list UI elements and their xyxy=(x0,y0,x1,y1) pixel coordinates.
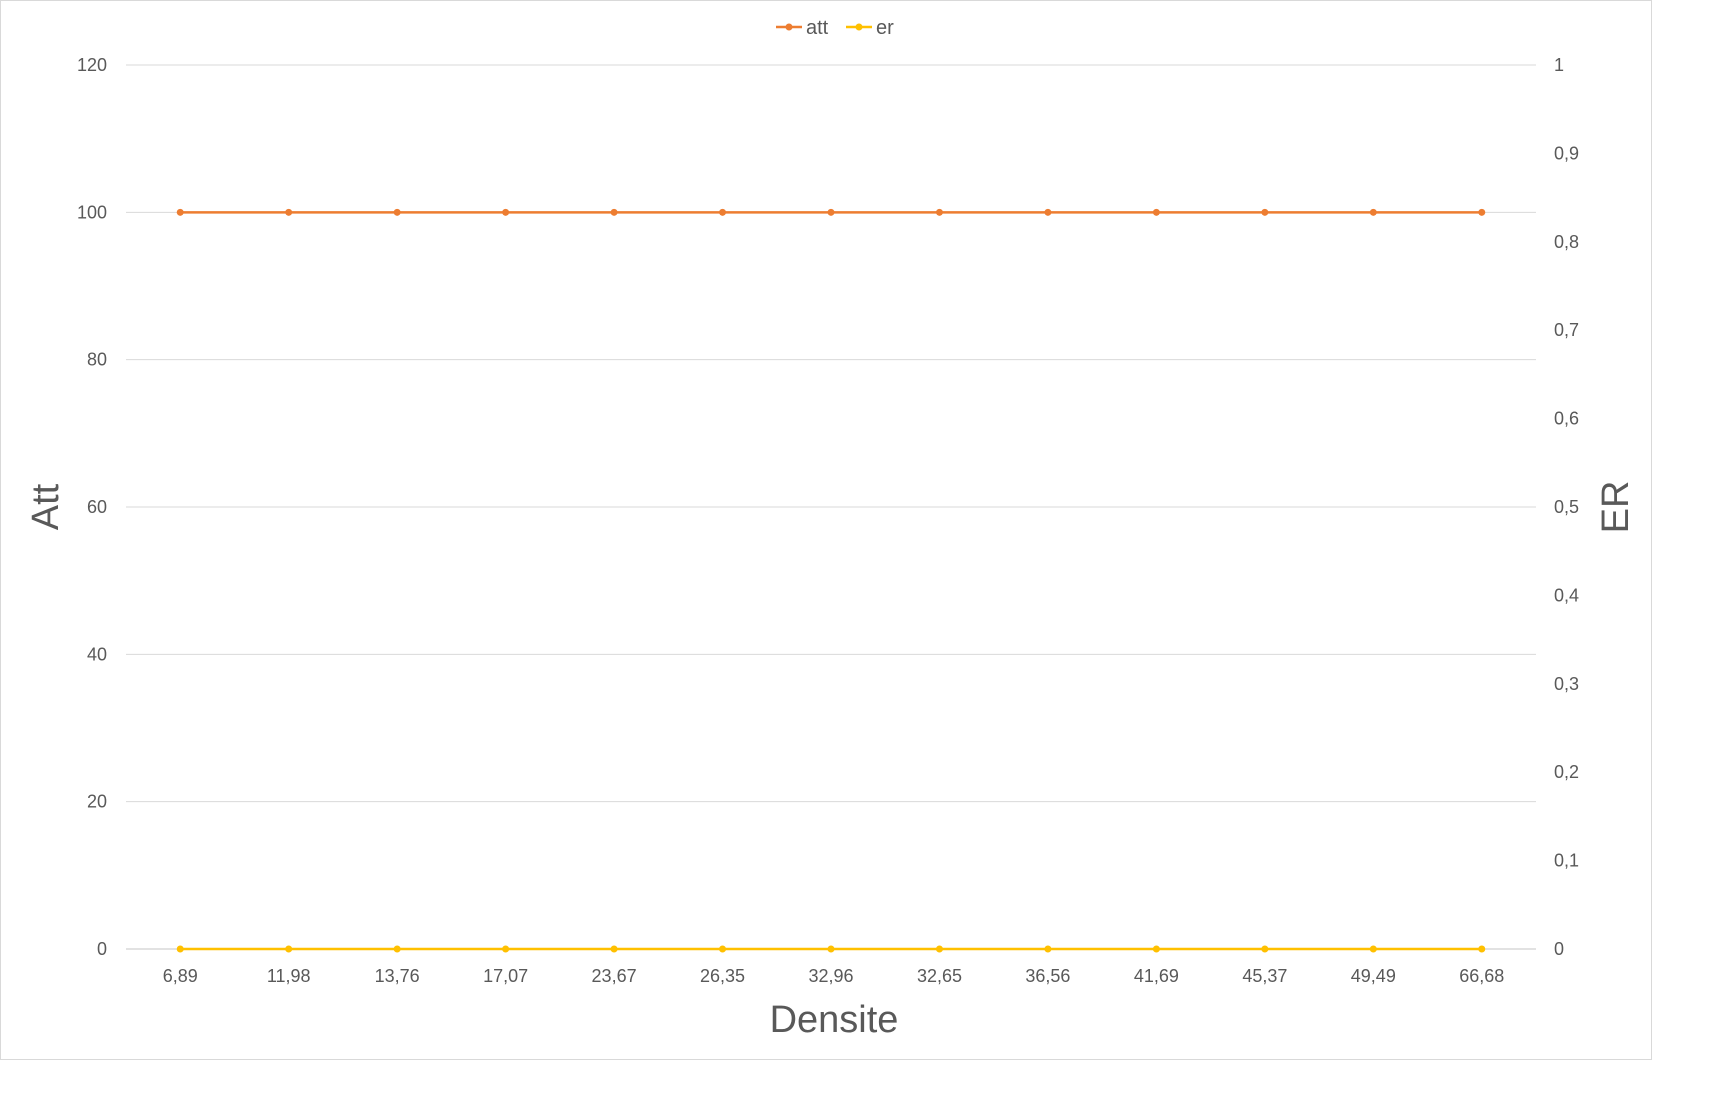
data-point-er xyxy=(935,945,943,953)
data-point-att xyxy=(1152,208,1160,216)
data-point-att xyxy=(502,208,510,216)
series-layer xyxy=(176,208,1486,953)
data-point-er xyxy=(827,945,835,953)
data-point-er xyxy=(1152,945,1160,953)
x-tick-label: 13,76 xyxy=(375,966,420,986)
x-tick-label: 41,69 xyxy=(1134,966,1179,986)
y-tick-label: 40 xyxy=(87,644,107,664)
data-point-er xyxy=(1369,945,1377,953)
y-tick-label: 0 xyxy=(97,939,107,959)
y2-axis-ticks: 0 0,1 0,2 0,3 0,4 0,5 0,6 0,7 0,8 0,9 1 xyxy=(1554,55,1579,959)
x-tick-label: 6,89 xyxy=(163,966,198,986)
x-tick-label: 32,96 xyxy=(808,966,853,986)
data-point-er xyxy=(610,945,618,953)
y2-axis-title: ER xyxy=(1595,481,1637,534)
x-tick-label: 66,68 xyxy=(1459,966,1504,986)
x-axis-title: Densite xyxy=(770,999,899,1041)
y-tick-label: 100 xyxy=(77,202,107,222)
data-point-att xyxy=(393,208,401,216)
data-point-att xyxy=(176,208,184,216)
data-point-att xyxy=(1261,208,1269,216)
y2-tick-label: 0,7 xyxy=(1554,320,1579,340)
legend-label-att: att xyxy=(806,17,829,39)
data-point-att xyxy=(827,208,835,216)
y-axis-ticks: 0 20 40 60 80 100 120 xyxy=(77,55,107,959)
chart-frame xyxy=(0,0,1652,1060)
legend-entry-att: att xyxy=(776,17,829,39)
y-tick-label: 60 xyxy=(87,497,107,517)
data-point-er xyxy=(719,945,727,953)
y-tick-label: 120 xyxy=(77,55,107,75)
y2-tick-label: 0,6 xyxy=(1554,409,1579,429)
y2-tick-label: 0,9 xyxy=(1554,143,1579,163)
data-point-er xyxy=(285,945,293,953)
x-axis-ticks: 6,89 11,98 13,76 17,07 23,67 26,35 32,96 32,65 3… xyxy=(163,966,1505,986)
y2-tick-label: 0 xyxy=(1554,939,1564,959)
y-tick-label: 80 xyxy=(87,350,107,370)
data-point-att xyxy=(935,208,943,216)
data-point-att xyxy=(1369,208,1377,216)
data-point-er xyxy=(1478,945,1486,953)
data-point-er xyxy=(502,945,510,953)
y2-tick-label: 0,5 xyxy=(1554,497,1579,517)
y2-tick-label: 0,1 xyxy=(1554,851,1579,871)
y-axis-title: Att xyxy=(25,483,67,530)
data-point-att xyxy=(719,208,727,216)
gridlines xyxy=(126,64,1536,803)
y-tick-label: 20 xyxy=(87,792,107,812)
legend-entry-er: er xyxy=(846,17,894,39)
x-tick-label: 26,35 xyxy=(700,966,745,986)
y2-tick-label: 0,8 xyxy=(1554,232,1579,252)
legend-label-er: er xyxy=(876,17,894,39)
data-point-er xyxy=(176,945,184,953)
x-tick-label: 45,37 xyxy=(1242,966,1287,986)
legend-marker-er xyxy=(855,23,863,31)
x-tick-label: 11,98 xyxy=(267,966,311,986)
x-tick-label: 23,67 xyxy=(592,966,637,986)
data-point-att xyxy=(1478,208,1486,216)
y2-tick-label: 1 xyxy=(1554,55,1564,75)
data-point-att xyxy=(285,208,293,216)
y2-tick-label: 0,4 xyxy=(1554,585,1579,605)
x-tick-label: 32,65 xyxy=(917,966,962,986)
data-point-er xyxy=(1044,945,1052,953)
y2-tick-label: 0,3 xyxy=(1554,674,1579,694)
x-tick-label: 17,07 xyxy=(483,966,528,986)
legend-marker-att xyxy=(785,23,793,31)
data-point-er xyxy=(393,945,401,953)
x-tick-label: 36,56 xyxy=(1025,966,1070,986)
x-tick-label: 49,49 xyxy=(1351,966,1396,986)
data-point-er xyxy=(1261,945,1269,953)
data-point-att xyxy=(1044,208,1052,216)
data-point-att xyxy=(610,208,618,216)
y2-tick-label: 0,2 xyxy=(1554,762,1579,782)
legend: att er xyxy=(776,17,894,39)
